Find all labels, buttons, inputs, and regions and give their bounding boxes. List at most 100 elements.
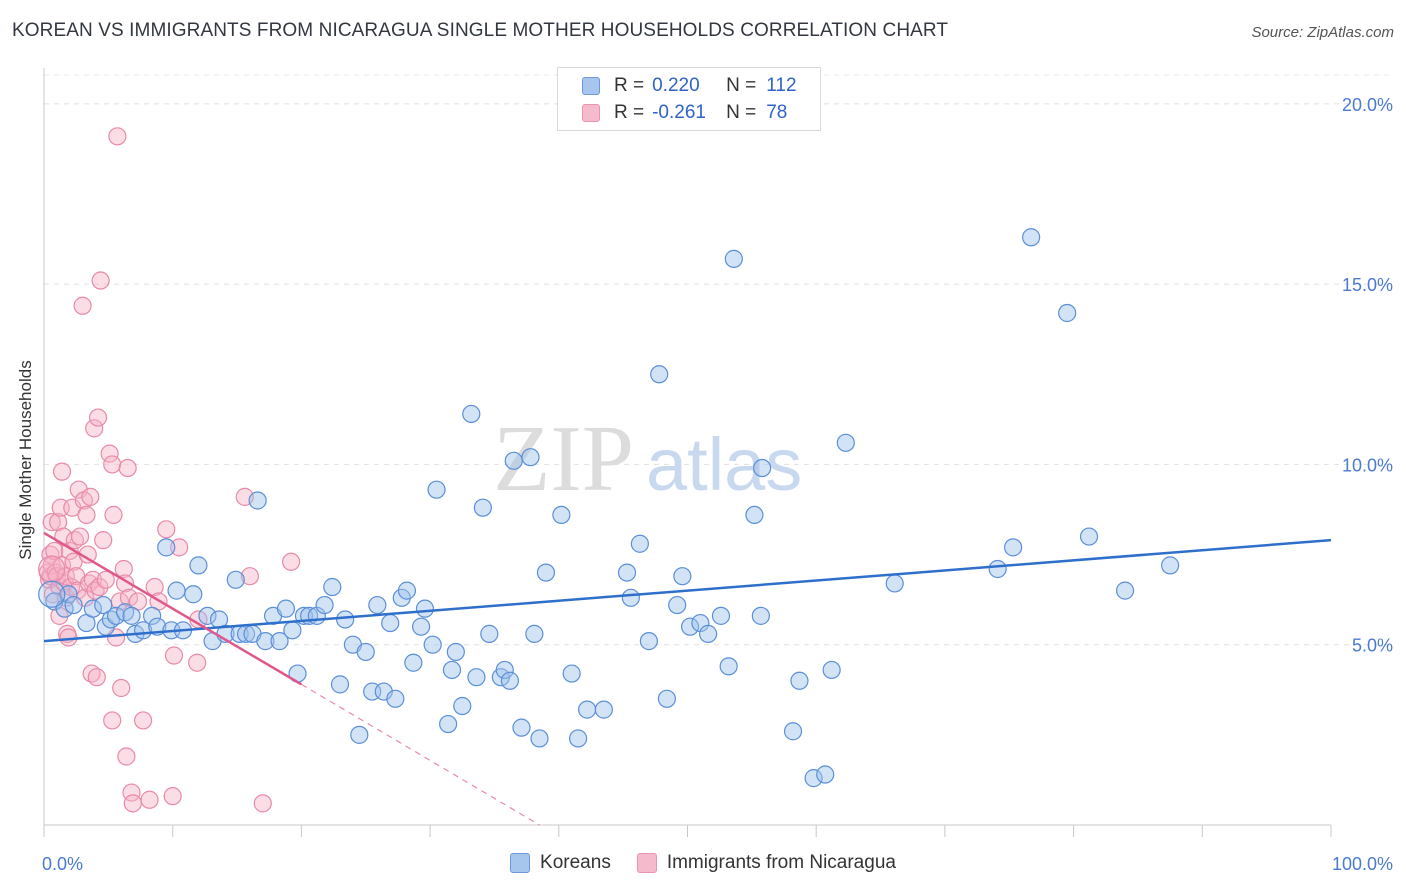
korean-point: [248, 491, 267, 510]
nicaragua-point: [119, 588, 139, 607]
series-legend: Koreans Immigrants from Nicaragua: [0, 852, 1406, 874]
nicaragua-point: [94, 531, 113, 550]
nicaragua-point: [145, 577, 164, 597]
nicaragua-point: [91, 271, 110, 290]
korean-point: [1115, 581, 1135, 600]
korean-point: [525, 624, 544, 643]
korean-point: [439, 714, 458, 734]
korean-point: [427, 480, 446, 499]
korean-point: [500, 671, 519, 690]
legend-n-value: 112: [766, 75, 797, 96]
korean-point: [822, 660, 841, 680]
legend-n-label: N =: [726, 102, 757, 123]
korean-point: [442, 660, 462, 680]
korean-point: [323, 577, 342, 597]
series-legend-label: Koreans: [540, 852, 611, 873]
trend-lines: [43, 531, 1332, 826]
korean-point: [753, 458, 772, 478]
korean-point: [536, 563, 556, 582]
nicaragua-point: [157, 520, 176, 539]
nicaragua-point: [49, 513, 68, 532]
korean-point: [330, 675, 350, 694]
nicaragua-point: [240, 567, 260, 586]
nicaragua-point: [163, 787, 182, 806]
nicaragua-point: [103, 455, 122, 474]
correlation-legend: R = 0.220 N = 112 R = -0.261 N = 78: [557, 67, 821, 131]
series-nicaragua-points: [38, 127, 301, 813]
korean-point: [790, 671, 809, 690]
nicaragua-point: [118, 458, 137, 478]
korean-point: [657, 689, 677, 708]
korean-point: [167, 581, 186, 600]
nicaragua-point-cluster: [38, 555, 66, 583]
korean-point: [189, 556, 208, 575]
korean-point: [1004, 538, 1023, 557]
legend-r-value: 0.220: [652, 75, 700, 96]
nicaragua-point: [282, 552, 301, 571]
nicaragua-point: [253, 794, 272, 813]
legend-r-label: R =: [614, 75, 645, 96]
nicaragua-point: [108, 127, 127, 146]
korean-point: [698, 624, 718, 643]
nicaragua-point: [42, 513, 61, 532]
watermark-atlas: atlas: [646, 423, 802, 506]
y-tick-label: 20.0%: [1342, 95, 1393, 115]
korean-point: [157, 538, 176, 557]
series-legend-swatch-nicaragua: [636, 853, 657, 873]
nicaragua-point: [68, 581, 87, 600]
korean-point: [673, 567, 692, 586]
legend-n-value: 78: [766, 102, 788, 123]
gridlines: [44, 74, 1392, 646]
nicaragua-point: [133, 711, 153, 730]
korean-point: [94, 595, 113, 615]
korean-point: [368, 595, 387, 615]
korean-point: [650, 365, 669, 384]
korean-point: [504, 451, 523, 470]
nicaragua-point: [77, 505, 96, 525]
korean-point: [350, 725, 369, 744]
korean-point: [885, 574, 904, 593]
korean-point: [1161, 556, 1180, 575]
korean-point: [356, 642, 375, 662]
nicaragua-point: [170, 538, 189, 557]
korean-point: [711, 606, 731, 625]
korean-point: [719, 657, 738, 676]
nicaragua-point: [100, 444, 119, 463]
korean-point: [106, 606, 126, 625]
korean-point: [569, 729, 588, 748]
nicaragua-point: [103, 711, 122, 730]
series-legend-label: Immigrants from Nicaragua: [666, 852, 896, 873]
korean-point: [83, 599, 103, 618]
korean-point: [836, 433, 855, 452]
korean-point: [415, 599, 435, 618]
korean-point: [276, 599, 296, 618]
korean-point: [630, 534, 649, 553]
nicaragua-point: [114, 559, 133, 579]
korean-point: [198, 606, 217, 625]
korean-point: [1022, 228, 1041, 247]
watermark-zip: ZIP: [493, 407, 634, 511]
korean-point: [621, 588, 640, 607]
korean-point: [594, 700, 613, 719]
series-legend-nicaragua[interactable]: Immigrants from Nicaragua: [636, 852, 896, 874]
korean-point: [467, 668, 486, 687]
korean-point: [473, 498, 492, 517]
nicaragua-point: [117, 747, 136, 766]
series-legend-koreans[interactable]: Koreans: [510, 852, 611, 874]
korean-point: [423, 635, 442, 654]
korean-point: [404, 653, 423, 672]
korean-point: [184, 585, 203, 604]
korean-point: [446, 642, 465, 662]
nicaragua-point: [164, 646, 184, 665]
korean-point: [562, 664, 581, 683]
nicaragua-point: [123, 794, 142, 813]
nicaragua-point: [69, 480, 88, 499]
korean-point: [816, 765, 835, 784]
nicaragua-point: [70, 527, 90, 546]
nicaragua-point: [96, 570, 115, 589]
nicaragua-trend-extension: [301, 683, 540, 826]
korean-point: [397, 581, 417, 600]
legend-n-label: N =: [726, 75, 757, 96]
korean-point: [783, 722, 803, 741]
